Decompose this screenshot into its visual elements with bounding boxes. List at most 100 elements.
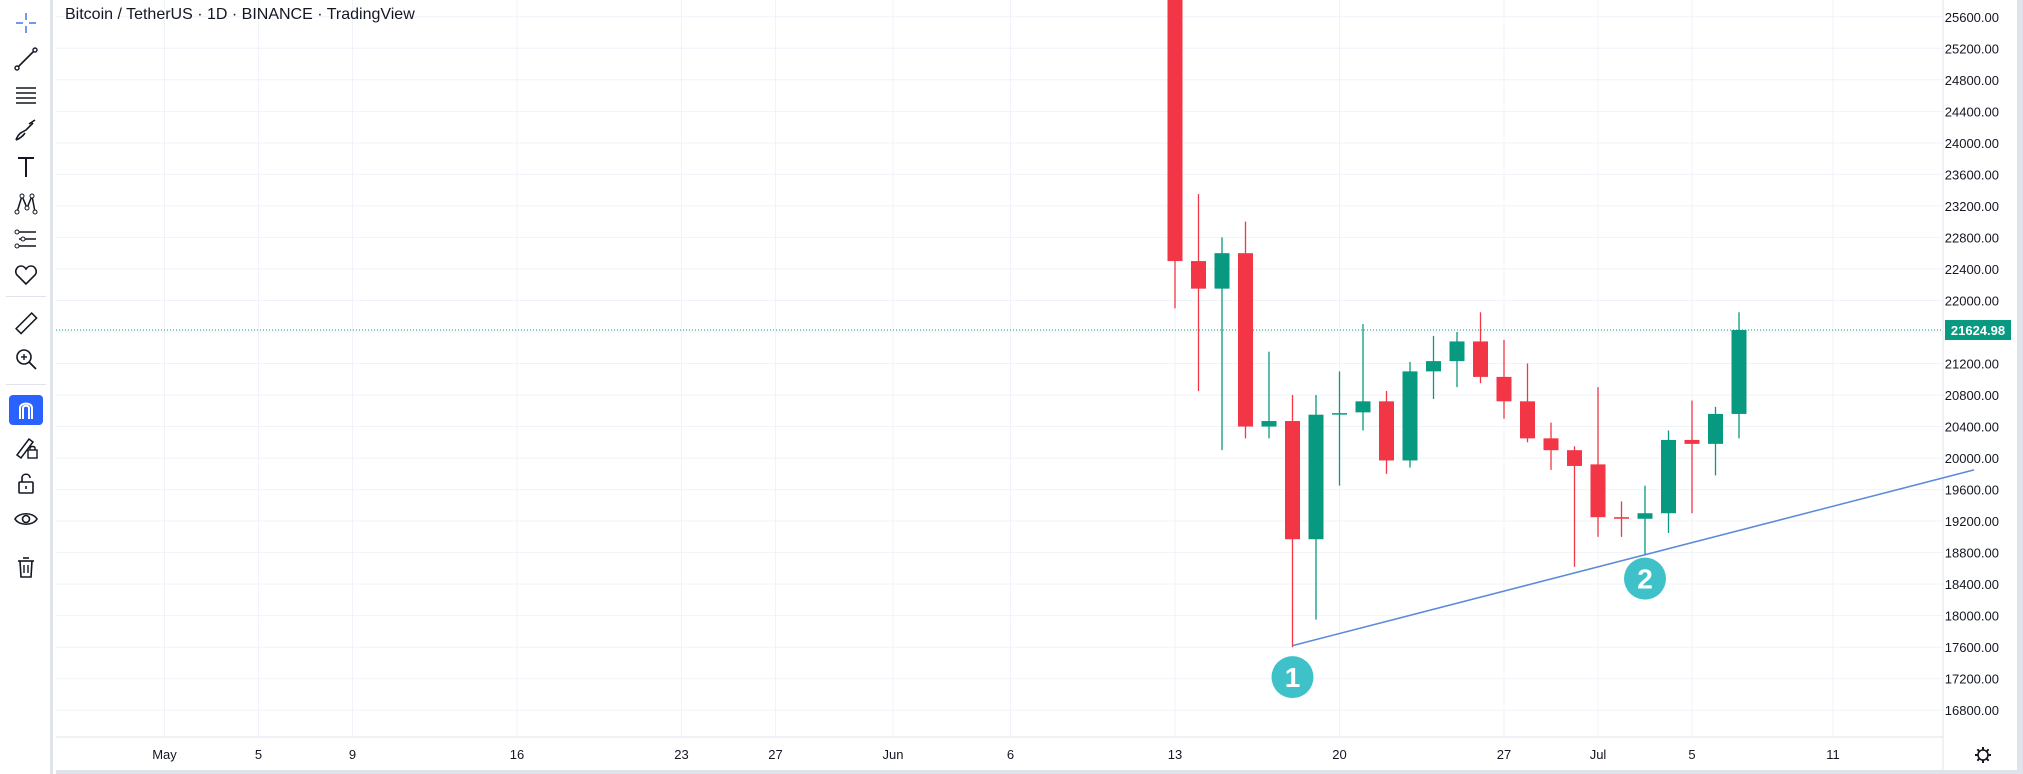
price-tick-label: 18400.00	[1945, 577, 1999, 592]
candle[interactable]	[1261, 351, 1277, 439]
candle[interactable]	[1473, 312, 1488, 384]
candle-body	[1379, 401, 1394, 461]
hide-drawings-tool[interactable]	[9, 504, 43, 534]
candle[interactable]	[1238, 221, 1253, 439]
price-tick-label: 18800.00	[1945, 546, 1999, 561]
price-tick-label: 24400.00	[1945, 104, 1999, 119]
toolbar-separator	[6, 296, 46, 297]
candle-body	[1426, 361, 1441, 372]
measure-tool[interactable]	[9, 308, 43, 338]
trend-line-tool[interactable]	[9, 44, 43, 74]
candle[interactable]	[1708, 406, 1723, 476]
magnet-tool[interactable]	[9, 395, 43, 425]
last-price-badge: 21624.98	[1945, 320, 2011, 341]
time-tick-label: Jul	[1590, 747, 1607, 762]
gear-icon[interactable]	[1975, 747, 1991, 763]
candle[interactable]	[1214, 237, 1230, 451]
chart-grid	[56, 0, 1943, 737]
candle-body	[1167, 0, 1183, 262]
lock-all-tool[interactable]	[9, 468, 43, 498]
time-tick-label: 6	[1007, 747, 1014, 762]
fib-tool[interactable]	[9, 80, 43, 110]
prediction-icon	[14, 229, 36, 249]
candle-body	[1614, 517, 1629, 519]
price-tick-label: 25200.00	[1945, 41, 1999, 56]
price-tick-label: 16800.00	[1945, 703, 1999, 718]
zoom-tool[interactable]	[9, 344, 43, 374]
price-tick-label: 23200.00	[1945, 199, 1999, 214]
candle-body	[1355, 401, 1371, 413]
heart-icon	[14, 265, 38, 286]
trend-line[interactable]	[1292, 469, 1975, 647]
candle[interactable]	[1449, 331, 1465, 388]
candle[interactable]	[1567, 446, 1582, 567]
candle[interactable]	[1637, 485, 1653, 555]
candle[interactable]	[1332, 371, 1347, 486]
prediction-tool[interactable]	[9, 224, 43, 254]
lock-icon	[18, 473, 34, 494]
price-tick-label: 17200.00	[1945, 672, 1999, 687]
candle[interactable]	[1731, 312, 1747, 439]
time-tick-label: 11	[1826, 747, 1840, 762]
bottom-scrollbar[interactable]	[56, 770, 2017, 774]
price-axis[interactable]: 16800.00 17200.00 17600.00 18000.00 18400.00…	[1942, 0, 2023, 774]
favorites-tool[interactable]	[9, 260, 43, 290]
time-axis[interactable]: May 5 9 16 23 27 Jun 6 13 20 27 Jul 5 11	[56, 736, 2017, 774]
candle[interactable]	[1543, 422, 1559, 470]
point-marker[interactable]: 2	[1624, 557, 1666, 600]
price-tick-label: 21200.00	[1945, 357, 1999, 372]
lock-drawing-tool[interactable]	[9, 432, 43, 462]
fib-retracement-icon	[16, 87, 36, 104]
ruler-icon	[15, 312, 38, 335]
price-tick-label: 19600.00	[1945, 483, 1999, 498]
candle[interactable]	[1661, 430, 1676, 533]
brush-tool[interactable]	[9, 116, 43, 146]
candle[interactable]	[1590, 387, 1606, 537]
chart-title: Bitcoin / TetherUS · 1D · BINANCE · Trad…	[65, 6, 415, 23]
price-tick-label: 19200.00	[1945, 514, 1999, 529]
candle-body	[1238, 253, 1253, 427]
eye-icon	[14, 512, 38, 526]
candle-body	[1285, 421, 1300, 540]
candle[interactable]	[1520, 363, 1535, 443]
marker-circle	[1271, 656, 1314, 699]
text-tool[interactable]	[9, 152, 43, 182]
price-tick-label: 17600.00	[1945, 640, 1999, 655]
pattern-tool[interactable]	[9, 188, 43, 218]
candle[interactable]	[1379, 391, 1394, 474]
price-tick-label: 24000.00	[1945, 136, 1999, 151]
candle[interactable]	[1426, 335, 1441, 399]
price-tick-label: 20800.00	[1945, 388, 1999, 403]
candle[interactable]	[1614, 501, 1629, 537]
candle[interactable]	[1167, 0, 1183, 309]
lock-pencil-icon	[15, 437, 38, 460]
candle-body	[1684, 439, 1700, 444]
toolbar-separator	[6, 384, 46, 385]
candles	[1167, 0, 1747, 648]
candle-body	[1402, 371, 1418, 461]
candle[interactable]	[1496, 339, 1512, 419]
trend-line-icon	[14, 47, 38, 71]
candle-body	[1661, 439, 1676, 514]
time-tick-label: 27	[1497, 747, 1511, 762]
point-marker[interactable]: 1	[1271, 656, 1314, 699]
price-tick-label: 22400.00	[1945, 262, 1999, 277]
candle-body	[1191, 261, 1206, 289]
time-tick-label: 27	[768, 747, 782, 762]
price-tick-label: 25600.00	[1945, 10, 1999, 25]
remove-drawings-tool[interactable]	[9, 552, 43, 582]
trash-icon	[18, 557, 34, 578]
candle[interactable]	[1402, 361, 1418, 468]
candle[interactable]	[1684, 400, 1700, 514]
candle[interactable]	[1355, 324, 1371, 431]
time-tick-label: 23	[674, 747, 688, 762]
crosshair-tool[interactable]	[9, 8, 43, 38]
candle-body	[1567, 450, 1582, 466]
time-tick-label: 9	[349, 747, 356, 762]
candle[interactable]	[1308, 395, 1324, 620]
right-scrollbar[interactable]	[2017, 0, 2023, 774]
pattern-icon	[14, 193, 38, 215]
candle[interactable]	[1285, 395, 1300, 648]
candle[interactable]	[1191, 194, 1206, 392]
